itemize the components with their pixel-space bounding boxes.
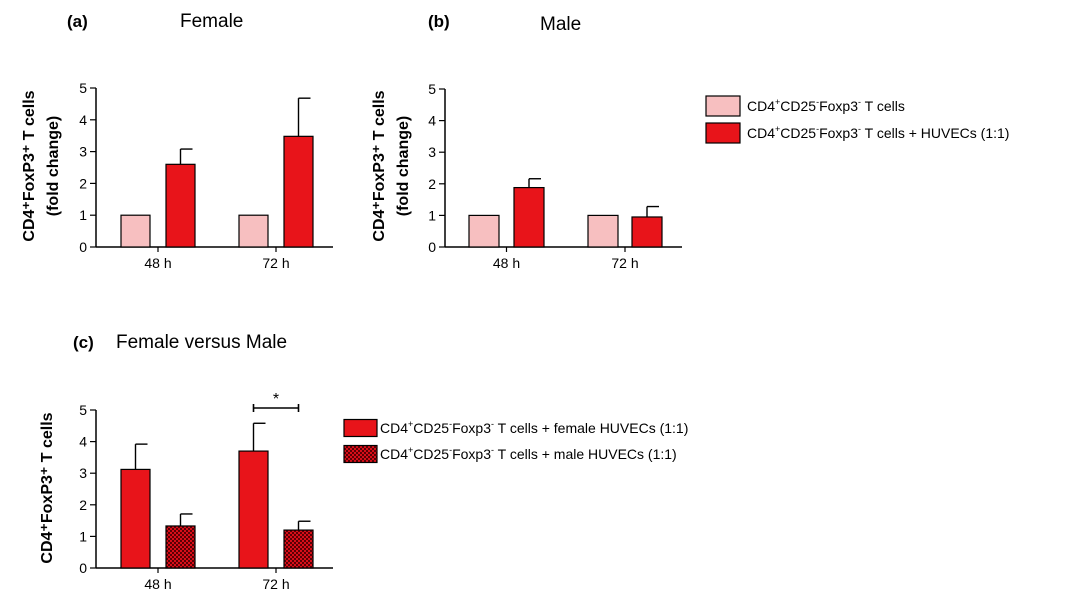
y-tick-label: 0 [79, 560, 87, 576]
legend-text-part: CD4 [380, 446, 408, 462]
legend-text-part: CD4 [747, 125, 775, 141]
legend-swatch [343, 418, 378, 438]
legend-text-part: CD25 [413, 446, 449, 462]
y-tick-label: 5 [428, 81, 436, 97]
y-tick-label: 3 [79, 144, 87, 160]
legend-label: CD4+CD25-Foxp3- T cells + female HUVECs … [380, 419, 688, 436]
legend-label: CD4+CD25-Foxp3- T cells + HUVECs (1:1) [747, 124, 1009, 141]
bar [120, 468, 151, 569]
x-tick-label: 72 h [262, 255, 289, 271]
legend-text-part: CD25 [780, 98, 816, 114]
legend-label: CD4+CD25-Foxp3- T cells + male HUVECs (1… [380, 445, 677, 462]
y-tick-label: 0 [79, 239, 87, 255]
y-tick-label: 0 [428, 239, 436, 255]
bar [283, 135, 314, 248]
bar [238, 214, 269, 248]
y-axis-label-2: (fold change) [395, 116, 412, 216]
legend-text-part: T cells + female HUVECs (1:1) [494, 420, 688, 436]
y-axis-label-2: (fold change) [45, 116, 62, 216]
bar [468, 214, 500, 248]
legend-text-part: Foxp3 [452, 420, 491, 436]
legend-swatch [705, 122, 741, 144]
legend-label: CD4+CD25-Foxp3- T cells [747, 97, 905, 114]
legend-item-b-1: CD4+CD25-Foxp3- T cells + HUVECs (1:1) [705, 122, 1009, 144]
legend-item-b-0: CD4+CD25-Foxp3- T cells [705, 95, 905, 117]
bar [238, 450, 269, 569]
panel-a: (a) Female CD4⁺FoxP3⁺ T cells (fold change)… [21, 11, 333, 271]
y-tick-label: 1 [79, 528, 87, 544]
legend-text-part: Foxp3 [819, 125, 858, 141]
legend-text-part: CD25 [413, 420, 449, 436]
significance-star: * [273, 391, 279, 408]
x-tick-label: 48 h [144, 576, 171, 591]
legend-superscript: - [491, 419, 494, 429]
y-tick-label: 2 [428, 176, 436, 192]
y-tick-label: 1 [428, 207, 436, 223]
legend-superscript: + [408, 445, 413, 455]
legend-text-part: T cells + male HUVECs (1:1) [494, 446, 677, 462]
legend-superscript: + [775, 124, 780, 134]
x-tick-label: 48 h [493, 255, 520, 271]
panel-title: Male [540, 14, 581, 35]
bar [587, 214, 619, 248]
legend-swatch [343, 444, 378, 464]
bar [165, 163, 196, 248]
y-tick-label: 4 [428, 113, 436, 129]
legend-superscript: + [775, 97, 780, 107]
y-axis-label: CD4⁺FoxP3⁺ T cells [21, 90, 38, 241]
x-tick-label: 72 h [611, 255, 638, 271]
panel-b: (b) Male CD4⁺FoxP3⁺ T cells (fold change) 0 1… [371, 12, 682, 271]
panel-c: (c) Female versus Male CD4⁺FoxP3⁺ T cells 0… [39, 332, 333, 591]
bar [165, 525, 196, 569]
legend-superscript: - [816, 97, 819, 107]
bar [513, 186, 545, 248]
y-axis-label: CD4⁺FoxP3⁺ T cells [39, 412, 56, 563]
panel-title: Female [180, 11, 243, 32]
x-tick-label: 72 h [262, 576, 289, 591]
legend-superscript: - [816, 124, 819, 134]
y-tick-label: 3 [79, 465, 87, 481]
y-tick-label: 2 [79, 497, 87, 513]
y-tick-label: 4 [79, 434, 87, 450]
y-tick-label: 3 [428, 144, 436, 160]
y-axis-label: CD4⁺FoxP3⁺ T cells [371, 90, 388, 241]
y-tick-label: 2 [79, 175, 87, 191]
legend-item-c-0: CD4+CD25-Foxp3- T cells + female HUVECs … [343, 418, 688, 438]
bar [283, 529, 314, 569]
panel-letter: (a) [67, 12, 88, 31]
y-tick-label: 5 [79, 402, 87, 418]
panel-letter: (b) [428, 12, 450, 31]
bar [120, 214, 151, 248]
panel-letter: (c) [73, 333, 94, 352]
legend-swatch [705, 95, 741, 117]
legend-superscript: + [408, 419, 413, 429]
y-tick-label: 1 [79, 207, 87, 223]
legend-superscript: - [449, 419, 452, 429]
y-tick-label: 4 [79, 112, 87, 128]
legend-text-part: CD4 [747, 98, 775, 114]
legend-item-c-1: CD4+CD25-Foxp3- T cells + male HUVECs (1… [343, 444, 677, 464]
panel-title: Female versus Male [116, 332, 287, 353]
legend-text-part: T cells [861, 98, 905, 114]
legend-superscript: - [449, 445, 452, 455]
y-tick-label: 5 [79, 80, 87, 96]
legend-text-part: Foxp3 [452, 446, 491, 462]
bar [631, 216, 663, 248]
legend-text-part: T cells + HUVECs (1:1) [861, 125, 1009, 141]
legend-text-part: CD25 [780, 125, 816, 141]
x-tick-label: 48 h [144, 255, 171, 271]
legend-text-part: Foxp3 [819, 98, 858, 114]
legend-superscript: - [858, 124, 861, 134]
legend-text-part: CD4 [380, 420, 408, 436]
legend-superscript: - [491, 445, 494, 455]
legend-superscript: - [858, 97, 861, 107]
